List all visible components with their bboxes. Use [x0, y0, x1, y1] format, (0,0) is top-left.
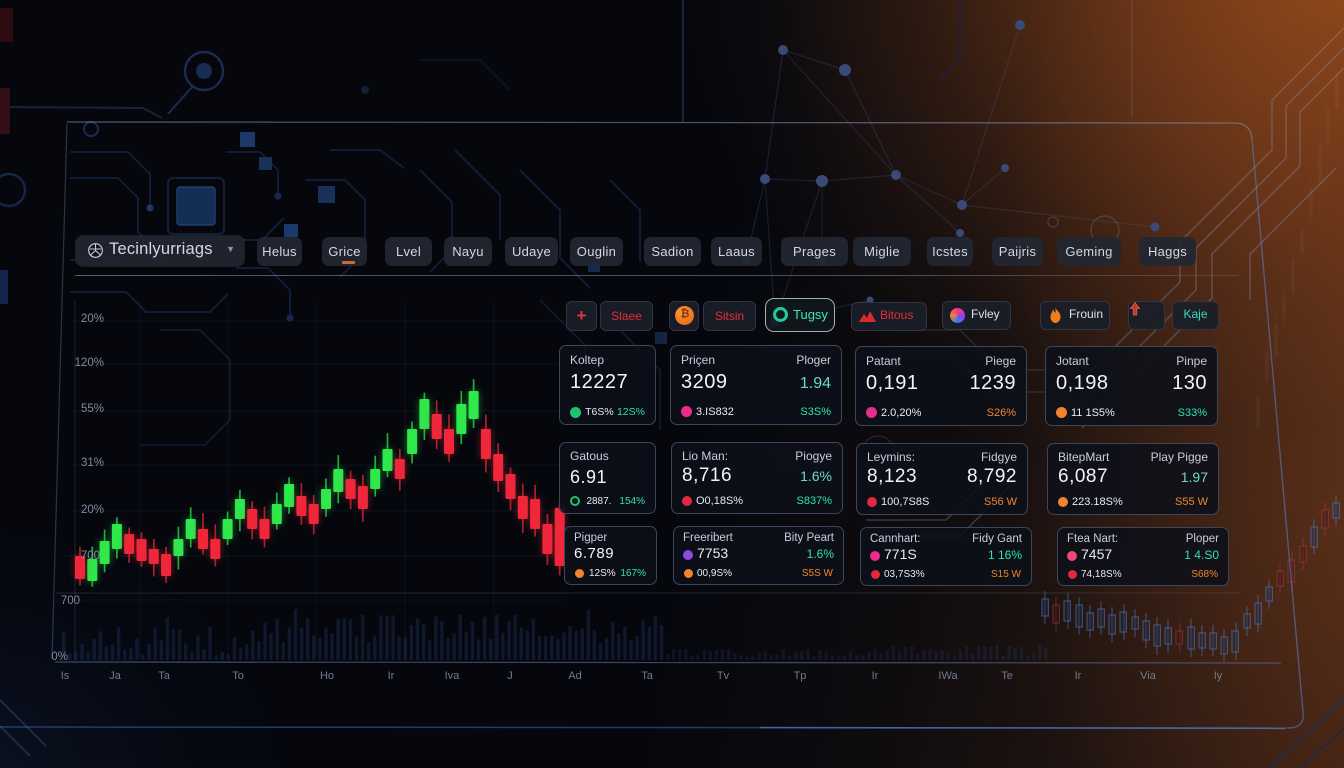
svg-text:0%: 0% [51, 651, 68, 663]
svg-text:Ir: Ir [1075, 670, 1082, 682]
svg-text:120%: 120% [75, 357, 104, 369]
svg-text:Ta: Ta [158, 670, 171, 682]
svg-text:Iy: Iy [1214, 670, 1223, 682]
svg-text:To: To [232, 670, 244, 682]
svg-text:IWa: IWa [938, 670, 958, 682]
svg-text:31%: 31% [81, 457, 104, 469]
svg-text:20%: 20% [81, 504, 104, 516]
svg-text:Via: Via [1140, 670, 1157, 682]
svg-text:Ta: Ta [641, 670, 654, 682]
svg-text:Te: Te [1001, 670, 1013, 682]
svg-text:Is: Is [61, 670, 70, 682]
svg-text:Ho: Ho [320, 670, 334, 682]
svg-text:Ja: Ja [109, 670, 122, 682]
svg-text:Ir: Ir [388, 670, 395, 682]
svg-text:Iva: Iva [445, 670, 461, 682]
svg-text:20%: 20% [81, 313, 104, 325]
svg-text:700: 700 [61, 595, 80, 607]
svg-text:Tv: Tv [717, 670, 730, 682]
svg-text:Ad: Ad [568, 670, 581, 682]
svg-text:Ir: Ir [872, 670, 879, 682]
svg-text:55%: 55% [81, 403, 104, 415]
svg-text:J: J [507, 670, 513, 682]
svg-text:Tp: Tp [794, 670, 807, 682]
svg-text:700: 700 [81, 550, 100, 562]
